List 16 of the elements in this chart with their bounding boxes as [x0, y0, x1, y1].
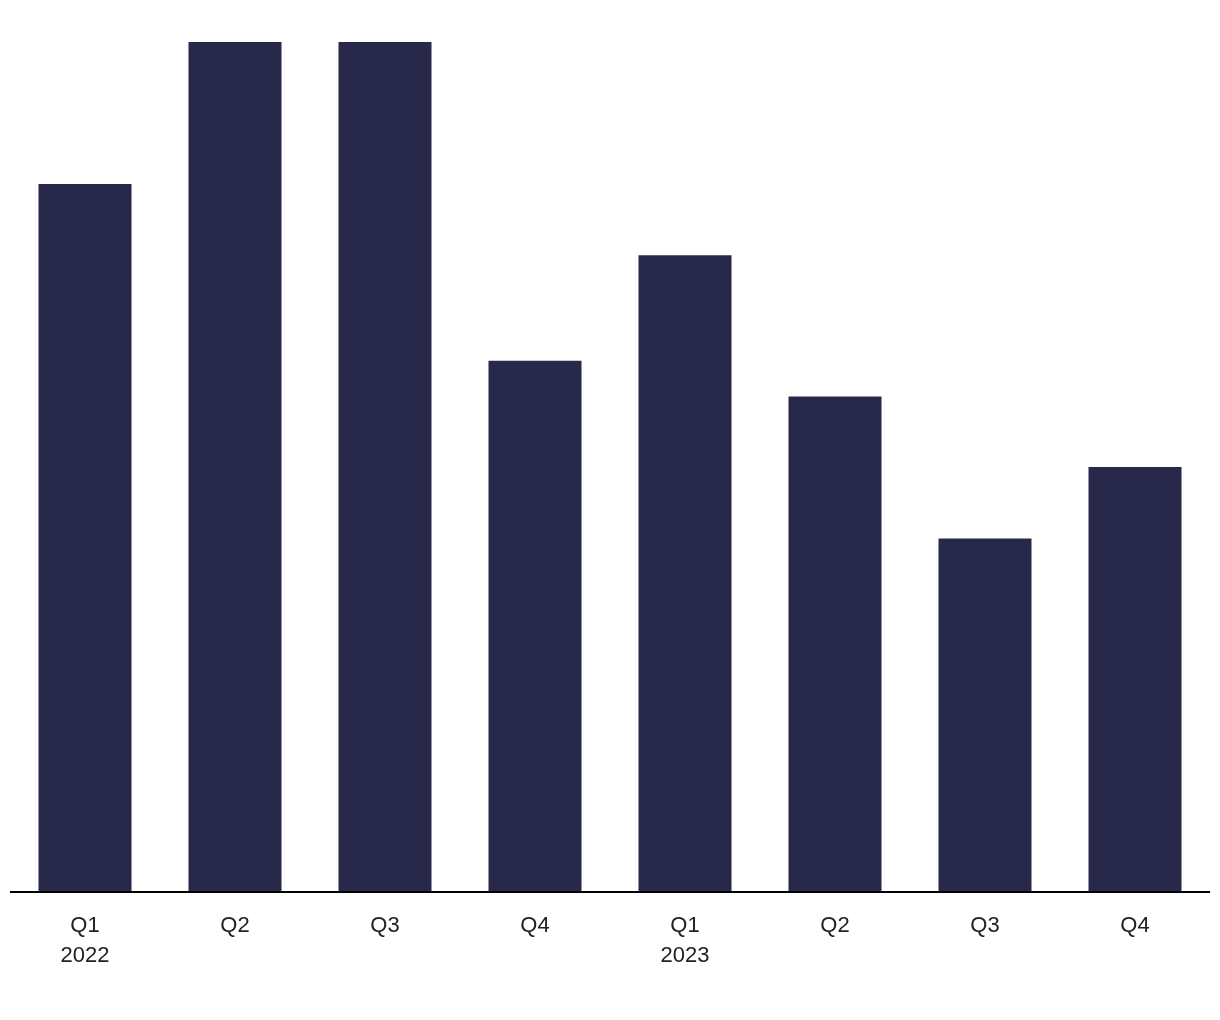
- bar: [38, 183, 132, 892]
- x-tick-label: Q1 2023: [660, 912, 710, 967]
- x-tick-label: Q2: [820, 912, 850, 937]
- bar: [488, 360, 582, 892]
- x-tick-label: Q3: [370, 912, 400, 937]
- x-tick-label: Q4: [520, 912, 550, 937]
- bar: [788, 396, 882, 892]
- bar: [638, 255, 732, 892]
- bar: [338, 42, 432, 892]
- x-tick-label: Q2: [220, 912, 250, 937]
- x-tick-label: Q4: [1120, 912, 1150, 937]
- x-tick-label: Q1 2022: [60, 912, 110, 967]
- bar: [188, 42, 282, 892]
- x-tick-label: Q3: [970, 912, 1000, 937]
- bar: [1088, 467, 1182, 892]
- bar: [938, 538, 1032, 892]
